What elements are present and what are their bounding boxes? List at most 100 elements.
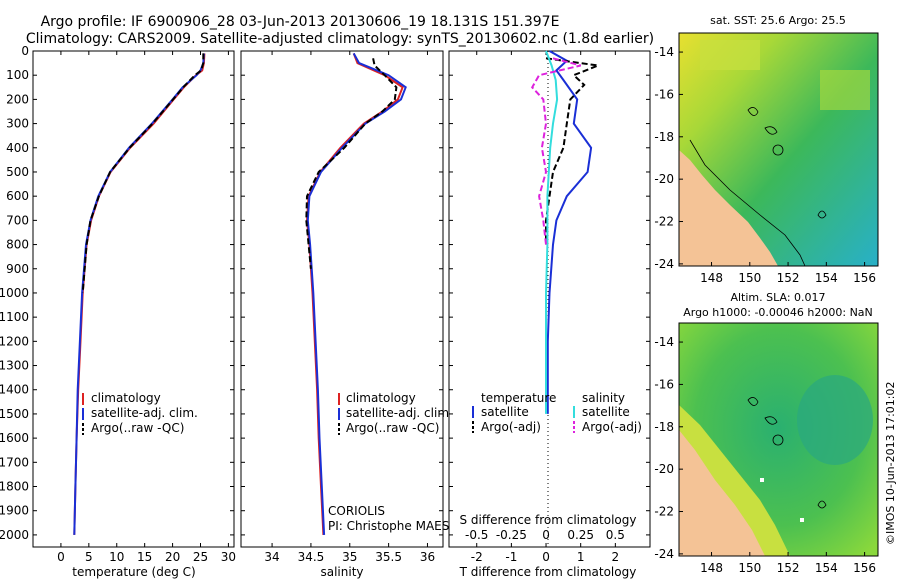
difference-legend: temperature salinity satellite Argo(-adj… bbox=[472, 391, 642, 434]
temperature-ticks: 0100200300400500600700800900100011001200… bbox=[0, 44, 236, 564]
difference-xlabel-temperature: T difference from climatology bbox=[459, 565, 637, 579]
sla-reef-outline bbox=[747, 397, 827, 509]
y-tick-label: 700 bbox=[6, 213, 29, 227]
y-tick-label: 100 bbox=[6, 68, 29, 82]
salinity-legend: climatology satellite-adj. clim. Argo(..… bbox=[338, 391, 453, 435]
legend-label-climatology: climatology bbox=[346, 391, 416, 405]
map-x-tick-label: 148 bbox=[700, 561, 723, 575]
legend-heading-salinity: salinity bbox=[582, 391, 625, 405]
x-tick-label: 25 bbox=[193, 550, 208, 564]
salinity-xlabel: salinity bbox=[320, 565, 363, 579]
x-tick-label: 34 bbox=[264, 550, 279, 564]
map-x-tick-label: 148 bbox=[700, 271, 723, 285]
map-y-tick-label: -22 bbox=[654, 505, 674, 519]
y-tick-label: 1600 bbox=[0, 431, 29, 445]
difference-series bbox=[530, 50, 602, 414]
map-y-tick-label: -24 bbox=[654, 547, 674, 561]
x-tick-label: 5 bbox=[85, 550, 93, 564]
x-tick-label: -1 bbox=[505, 550, 517, 564]
y-tick-label: 1200 bbox=[0, 334, 29, 348]
temperature-legend: climatology satellite-adj. clim. Argo(..… bbox=[82, 391, 198, 435]
legend-label-satellite: satellite-adj. clim. bbox=[91, 406, 198, 420]
map-y-tick-label: -18 bbox=[654, 420, 674, 434]
sst-map-title: sat. SST: 25.6 Argo: 25.5 bbox=[710, 14, 846, 27]
sla-map-title-line1: Altim. SLA: 0.017 bbox=[730, 291, 825, 304]
x-tick-label: 30 bbox=[221, 550, 236, 564]
y-tick-label: 0 bbox=[21, 44, 29, 58]
sla-map-panel: Altim. SLA: 0.017 Argo h1000: -0.00046 h… bbox=[654, 291, 879, 575]
legend-heading-temperature: temperature bbox=[481, 391, 556, 405]
sla-marker bbox=[800, 518, 804, 522]
sla-map-frame bbox=[678, 322, 879, 557]
x-tick-label: 34.5 bbox=[298, 550, 325, 564]
map-y-tick-label: -16 bbox=[654, 377, 674, 391]
s-tick-label: 0 bbox=[542, 528, 550, 542]
difference-xlabel-salinity: S difference from climatology bbox=[460, 513, 637, 527]
y-tick-label: 1300 bbox=[0, 359, 29, 373]
x-tick-label: 10 bbox=[109, 550, 124, 564]
map-x-tick-label: 150 bbox=[738, 271, 761, 285]
temperature-axes-box bbox=[32, 50, 235, 548]
y-tick-label: 1400 bbox=[0, 383, 29, 397]
series-line-t-satellite bbox=[546, 50, 593, 414]
map-x-tick-label: 156 bbox=[853, 561, 876, 575]
x-tick-label: 36 bbox=[420, 550, 435, 564]
temperature-panel: 0100200300400500600700800900100011001200… bbox=[0, 44, 236, 579]
s-tick-label: -0.5 bbox=[465, 528, 488, 542]
figure-title-line2: Climatology: CARS2009. Satellite-adjuste… bbox=[26, 31, 654, 47]
x-tick-label: 2 bbox=[612, 550, 620, 564]
series-line-satellite-adj-clim- bbox=[306, 52, 407, 535]
map-y-tick-label: -14 bbox=[654, 335, 674, 349]
y-tick-label: 1900 bbox=[0, 504, 29, 518]
y-tick-label: 900 bbox=[6, 262, 29, 276]
salinity-annotation-pi: PI: Christophe MAES bbox=[328, 519, 449, 533]
sst-bathymetry-contour bbox=[689, 139, 806, 267]
sla-map-title-line2: Argo h1000: -0.00046 h2000: NaN bbox=[683, 306, 873, 319]
sla-land bbox=[679, 430, 765, 556]
map-x-tick-label: 156 bbox=[853, 271, 876, 285]
x-tick-label: 1 bbox=[577, 550, 585, 564]
map-y-tick-label: -24 bbox=[654, 257, 674, 271]
temperature-series bbox=[73, 53, 206, 535]
legend-label-argo: Argo(..raw -QC) bbox=[91, 421, 184, 435]
legend-label-t-satellite: satellite bbox=[481, 405, 529, 419]
series-line-argo-raw-qc- bbox=[305, 58, 398, 269]
temperature-xlabel: temperature (deg C) bbox=[72, 565, 195, 579]
s-tick-label: 0.25 bbox=[567, 528, 594, 542]
sla-eddy bbox=[797, 375, 873, 465]
x-tick-label: 0 bbox=[57, 550, 65, 564]
sst-reef-outline bbox=[747, 107, 827, 219]
sla-marker bbox=[760, 478, 764, 482]
sst-map-ticks: 148 150 152 154 156 -14 -16 -18 -20 -22 -24 bbox=[654, 45, 876, 285]
salinity-ticks: 34 34.5 35 35.5 36 bbox=[241, 50, 443, 564]
y-tick-label: 800 bbox=[6, 238, 29, 252]
sst-land bbox=[679, 150, 778, 266]
x-tick-label: 35.5 bbox=[375, 550, 402, 564]
series-line-s-satellite bbox=[545, 50, 559, 414]
y-tick-label: 300 bbox=[6, 117, 29, 131]
map-y-tick-label: -20 bbox=[654, 462, 674, 476]
map-y-tick-label: -16 bbox=[654, 87, 674, 101]
y-tick-label: 400 bbox=[6, 141, 29, 155]
s-tick-label: 0.5 bbox=[606, 528, 625, 542]
s-tick-label: -0.25 bbox=[496, 528, 527, 542]
imos-timestamp-text: ©IMOS 10-Jun-2013 17:01:02 bbox=[884, 381, 897, 545]
map-y-tick-label: -14 bbox=[654, 45, 674, 59]
y-tick-label: 1500 bbox=[0, 407, 29, 421]
map-x-tick-label: 154 bbox=[815, 271, 838, 285]
x-tick-label: 35 bbox=[342, 550, 357, 564]
y-tick-label: 200 bbox=[6, 92, 29, 106]
sla-map-ticks: 148 150 152 154 156 -14 -16 -18 -20 -22 -24 bbox=[654, 335, 876, 575]
legend-label-satellite: satellite-adj. clim. bbox=[346, 406, 453, 420]
y-tick-label: 1100 bbox=[0, 310, 29, 324]
salinity-panel: 34 34.5 35 35.5 36 climatology satellite-adj… bbox=[240, 50, 453, 579]
map-x-tick-label: 154 bbox=[815, 561, 838, 575]
x-tick-label: 0 bbox=[542, 550, 550, 564]
sst-map-panel: sat. SST: 25.6 Argo: 25.5 148 150 152 154 15… bbox=[654, 14, 879, 285]
x-tick-label: -2 bbox=[471, 550, 483, 564]
map-y-tick-label: -22 bbox=[654, 215, 674, 229]
map-x-tick-label: 150 bbox=[738, 561, 761, 575]
map-y-tick-label: -20 bbox=[654, 172, 674, 186]
x-tick-label: 20 bbox=[165, 550, 180, 564]
